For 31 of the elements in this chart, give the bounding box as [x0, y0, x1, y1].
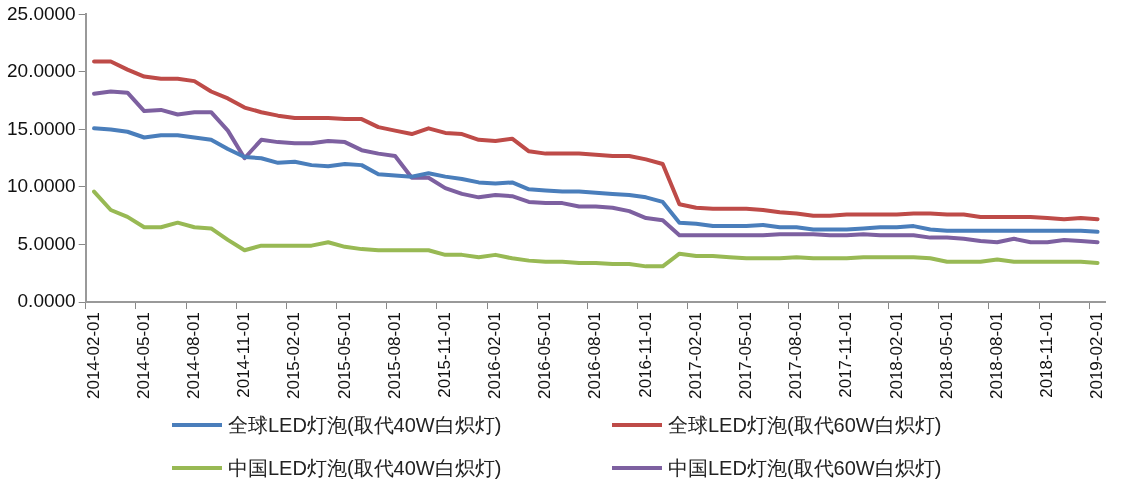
legend-label: 中国LED灯泡(取代60W白炽灯) [668, 455, 942, 481]
legend-label: 全球LED灯泡(取代60W白炽灯) [668, 412, 942, 438]
x-tick-label: 2014-08-01 [184, 312, 204, 400]
x-tick-label: 2015-05-01 [334, 312, 354, 400]
x-tick-label: 2014-11-01 [234, 312, 254, 398]
legend-label: 中国LED灯泡(取代40W白炽灯) [228, 455, 502, 481]
y-tick-label: 15.0000 [6, 117, 76, 139]
x-tick-label: 2015-02-01 [284, 312, 304, 400]
x-tick-label: 2015-11-01 [434, 312, 454, 398]
y-tick-label: 0.0000 [17, 290, 76, 312]
x-tick-label: 2014-02-01 [83, 312, 103, 400]
x-tick-label: 2018-02-01 [886, 312, 906, 400]
y-tick-label: 10.0000 [6, 175, 76, 197]
x-tick-label: 2018-08-01 [986, 312, 1006, 400]
x-tick-label: 2017-08-01 [786, 312, 806, 400]
legend-label: 全球LED灯泡(取代40W白炽灯) [228, 412, 502, 438]
x-tick-label: 2019-02-01 [1087, 312, 1107, 400]
x-tick-label: 2016-05-01 [535, 312, 555, 400]
x-tick-label: 2014-05-01 [133, 312, 153, 400]
y-tick-label: 25.0000 [6, 2, 76, 24]
x-tick-label: 2017-05-01 [736, 312, 756, 400]
x-tick-label: 2017-02-01 [685, 312, 705, 400]
x-tick-label: 2016-02-01 [485, 312, 505, 400]
x-tick-label: 2016-11-01 [635, 312, 655, 398]
y-tick-label: 5.0000 [17, 232, 76, 254]
x-tick-label: 2018-11-01 [1037, 312, 1057, 398]
y-tick-label: 20.0000 [6, 60, 76, 82]
x-tick-label: 2015-08-01 [384, 312, 404, 400]
x-tick-label: 2016-08-01 [585, 312, 605, 400]
x-tick-label: 2018-05-01 [936, 312, 956, 400]
x-tick-label: 2017-11-01 [836, 312, 856, 398]
